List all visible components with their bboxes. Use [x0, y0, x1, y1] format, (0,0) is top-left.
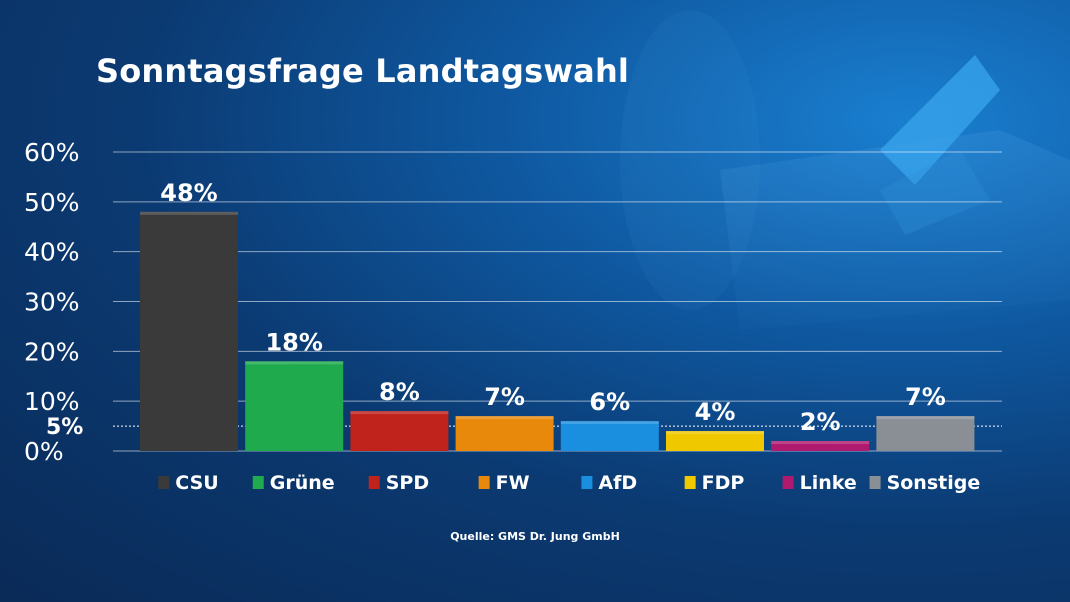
bar-highlight	[666, 431, 764, 435]
bar-highlight	[771, 441, 870, 445]
source-note: Quelle: GMS Dr. Jung GmbH	[450, 530, 620, 543]
data-label: 7%	[484, 383, 525, 411]
bar-afd	[560, 421, 659, 451]
category-label: CSU	[175, 472, 218, 494]
bar-sonstige	[876, 416, 975, 451]
y-tick-label: 50%	[24, 188, 80, 217]
bar-highlight	[560, 421, 659, 425]
category-label: FDP	[702, 472, 745, 494]
legend-swatch	[478, 476, 490, 489]
legend-swatch	[252, 476, 264, 489]
data-label: 8%	[379, 378, 420, 406]
threshold-label: 5%	[46, 415, 83, 440]
data-label: 6%	[589, 388, 630, 416]
bar-fdp	[666, 431, 764, 451]
y-tick-label: 40%	[24, 238, 80, 267]
y-tick-label: 30%	[24, 288, 80, 317]
bar-spd	[350, 411, 449, 451]
category-label: SPD	[386, 472, 429, 494]
bar-highlight	[455, 416, 554, 420]
bar-highlight	[245, 361, 344, 365]
category-label: Grüne	[270, 472, 335, 494]
bar-highlight	[140, 211, 238, 215]
data-label: 48%	[160, 179, 217, 207]
category-label: Linke	[800, 472, 857, 494]
category-label: AfD	[598, 472, 637, 494]
bar-csu	[140, 211, 238, 451]
legend-swatch	[684, 476, 696, 489]
legend-swatch	[869, 476, 881, 489]
legend-swatch	[782, 476, 794, 489]
y-tick-label: 20%	[24, 337, 80, 366]
bar-fw	[455, 416, 554, 451]
legend-swatch	[158, 476, 170, 489]
bar-linke	[771, 441, 870, 451]
bar-highlight	[876, 416, 975, 420]
category-label: FW	[496, 472, 530, 494]
y-tick-label: 10%	[24, 387, 80, 416]
bar-grüne	[245, 361, 344, 451]
legend-swatch	[581, 476, 593, 489]
data-label: 18%	[265, 328, 322, 356]
category-label: Sonstige	[887, 472, 981, 494]
data-label: 2%	[800, 408, 841, 436]
data-label: 7%	[905, 383, 946, 411]
y-tick-label: 60%	[24, 138, 80, 167]
chart-title: Sonntagsfrage Landtagswahl	[96, 52, 630, 90]
y-tick-label: 0%	[24, 437, 64, 466]
bar-highlight	[350, 411, 449, 415]
legend-swatch	[368, 476, 380, 489]
data-label: 4%	[695, 398, 736, 426]
